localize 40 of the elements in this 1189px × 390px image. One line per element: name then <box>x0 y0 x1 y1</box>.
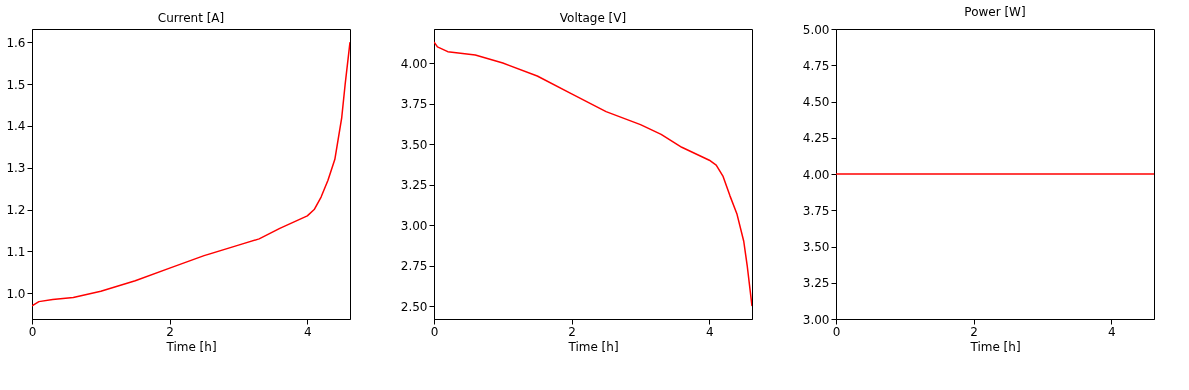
x-axis-title: Time [h] <box>969 339 1021 354</box>
x-tick-label: 2 <box>568 324 576 339</box>
chart-title: Voltage [V] <box>559 11 627 25</box>
y-tick-label: 3.25 <box>802 276 830 291</box>
x-tick-label: 0 <box>28 324 37 339</box>
y-tick-label: 4.50 <box>802 95 830 109</box>
y-tick-label: 3.25 <box>400 178 428 193</box>
y-tick-label: 4.25 <box>802 131 830 146</box>
x-tick-label: 4 <box>706 324 714 339</box>
x-axis-title: Time [h] <box>165 339 217 354</box>
x-tick-label: 2 <box>970 324 978 339</box>
chart-title: Power [W] <box>964 5 1026 19</box>
y-tick-label: 1.4 <box>6 119 26 134</box>
y-tick-label: 4.00 <box>400 56 428 71</box>
line-series <box>32 41 350 307</box>
x-tick-label: 0 <box>430 324 439 339</box>
x-axis-title: Time [h] <box>567 339 619 354</box>
y-tick-label: 3.75 <box>400 97 428 112</box>
y-tick-label: 1.6 <box>6 35 26 50</box>
y-tick-label: 3.00 <box>802 312 830 327</box>
x-tick-label: 4 <box>304 324 312 339</box>
y-tick-label: 3.50 <box>400 137 428 152</box>
y-tick-label: 1.0 <box>6 286 26 301</box>
y-tick-label: 2.50 <box>400 299 428 314</box>
y-tick-label: 1.3 <box>6 161 26 176</box>
y-tick-label: 5.00 <box>802 22 830 37</box>
y-tick-label: 4.00 <box>802 167 830 182</box>
y-tick-label: 3.00 <box>400 218 428 233</box>
line-series <box>434 41 752 307</box>
y-tick-label: 2.75 <box>400 259 428 274</box>
y-tick-label: 4.75 <box>802 58 830 73</box>
y-tick-label: 3.75 <box>802 203 830 218</box>
x-tick-label: 4 <box>1108 324 1116 339</box>
y-tick-label: 1.5 <box>6 77 26 92</box>
x-tick-label: 0 <box>832 324 841 339</box>
y-tick-label: 1.2 <box>6 203 26 218</box>
y-tick-label: 1.1 <box>6 244 26 259</box>
chart-title: Current [A] <box>157 11 225 25</box>
y-tick-label: 3.50 <box>802 240 830 254</box>
x-tick-label: 2 <box>166 324 174 339</box>
